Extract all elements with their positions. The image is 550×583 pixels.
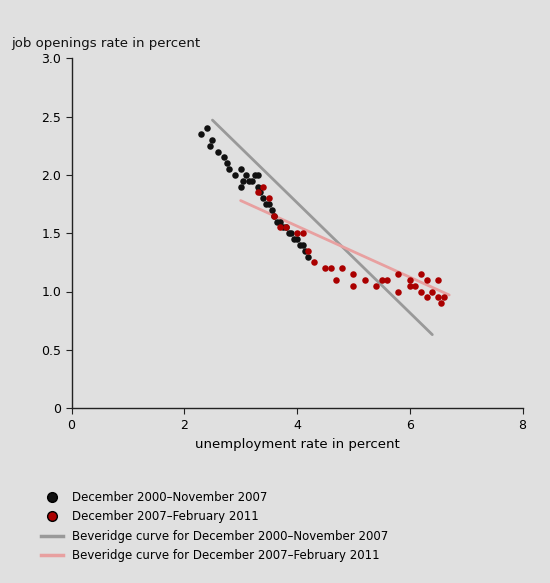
Point (304, 246, 312, 255)
Point (230, 170, 239, 180)
Point (372, 281, 381, 290)
Point (222, 159, 231, 168)
Point (245, 176, 254, 185)
Point (422, 293, 431, 302)
Point (253, 188, 262, 197)
Point (236, 164, 245, 174)
Point (242, 170, 251, 180)
Point (197, 129, 206, 139)
Point (349, 281, 358, 290)
Point (310, 258, 318, 267)
Point (405, 281, 414, 290)
Point (250, 170, 259, 180)
Point (258, 182, 267, 191)
Point (298, 229, 307, 238)
Point (219, 153, 228, 162)
Point (236, 182, 245, 191)
Point (301, 246, 310, 255)
Point (360, 275, 369, 285)
Point (383, 275, 392, 285)
Point (253, 182, 262, 191)
Point (267, 205, 276, 215)
Point (338, 264, 346, 273)
X-axis label: unemployment rate in percent: unemployment rate in percent (195, 438, 399, 451)
Point (405, 275, 414, 285)
Point (278, 223, 287, 232)
Point (321, 264, 329, 273)
Point (276, 217, 284, 226)
Point (422, 275, 431, 285)
Point (265, 194, 273, 203)
Point (225, 164, 234, 174)
Point (287, 229, 296, 238)
Point (332, 275, 341, 285)
Point (262, 199, 271, 209)
Point (265, 199, 273, 209)
Point (273, 217, 282, 226)
Point (284, 229, 293, 238)
Legend: December 2000–November 2007, December 2007–February 2011, Beveridge curve for De: December 2000–November 2007, December 20… (41, 491, 388, 563)
Point (282, 223, 290, 232)
Point (276, 223, 284, 232)
Point (417, 287, 426, 296)
Point (298, 240, 307, 250)
Text: job openings rate in percent: job openings rate in percent (11, 37, 200, 50)
Point (248, 176, 256, 185)
Point (293, 229, 301, 238)
Point (295, 240, 304, 250)
Point (436, 298, 445, 308)
Point (293, 234, 301, 244)
Point (428, 287, 437, 296)
Point (253, 170, 262, 180)
Point (290, 234, 299, 244)
Point (394, 269, 403, 279)
Point (282, 223, 290, 232)
Point (411, 281, 420, 290)
Point (239, 176, 248, 185)
Point (256, 188, 265, 197)
Point (208, 135, 217, 145)
Point (326, 264, 335, 273)
Point (205, 141, 214, 150)
Point (377, 275, 386, 285)
Point (213, 147, 222, 156)
Point (349, 269, 358, 279)
Point (304, 252, 312, 261)
Point (394, 287, 403, 296)
Point (270, 211, 279, 220)
Point (433, 275, 442, 285)
Point (433, 293, 442, 302)
Point (270, 211, 279, 220)
Point (202, 124, 211, 133)
Point (439, 293, 448, 302)
Point (417, 269, 426, 279)
Point (258, 194, 267, 203)
